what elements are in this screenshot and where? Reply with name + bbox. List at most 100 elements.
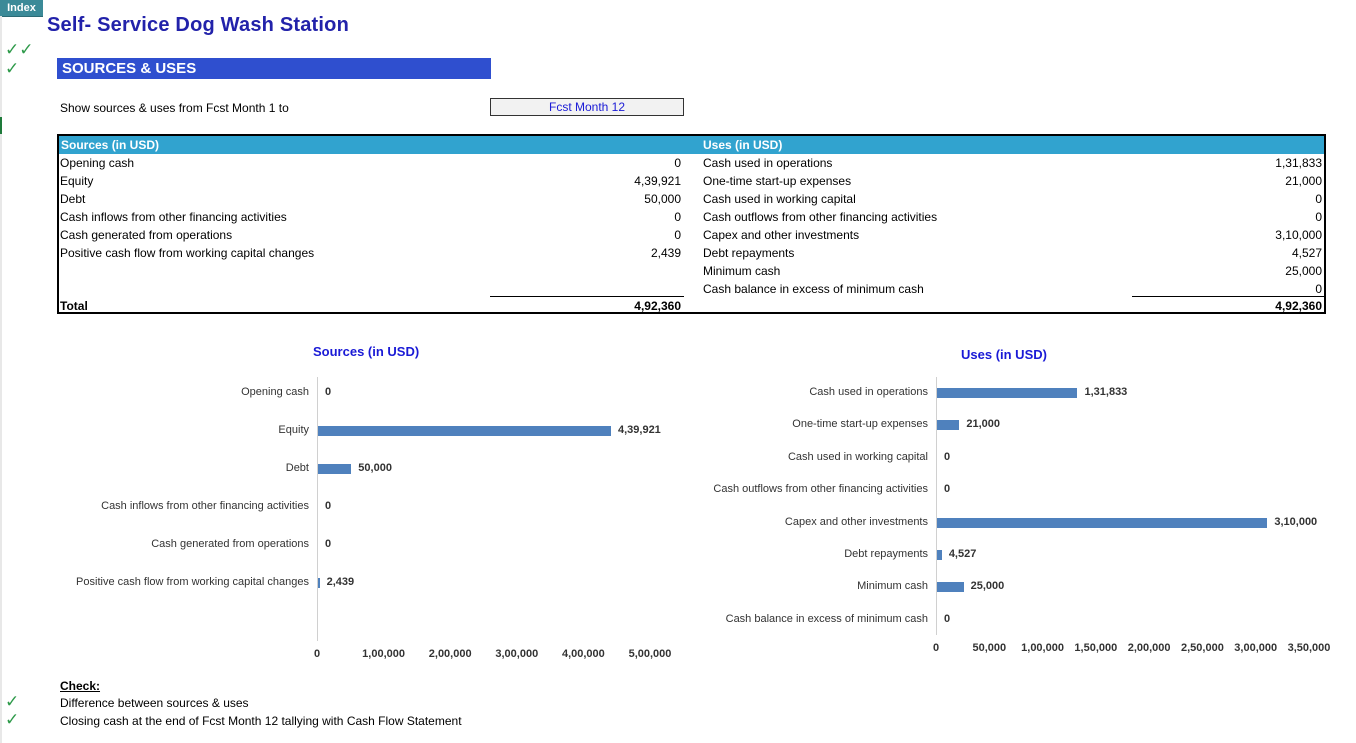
chart-category-label: Cash outflows from other financing activ… (713, 483, 928, 496)
table-row-use-label: One-time start-up expenses (703, 174, 852, 188)
chart-x-tick-label: 1,00,000 (362, 648, 405, 660)
chart-data-label: 0 (944, 483, 951, 496)
sources-total-rule (490, 296, 684, 297)
chart-data-label: 2,439 (326, 576, 355, 588)
table-row-use-label: Capex and other investments (703, 228, 860, 242)
chart-category-label: Capex and other investments (784, 515, 928, 528)
chart-bar (937, 388, 1078, 398)
check-difference-checkmark-icon: ✓ (5, 692, 20, 711)
chart-data-label: 21,000 (966, 418, 1001, 431)
table-row-use-value: 25,000 (1285, 264, 1322, 278)
forecast-month-select[interactable]: Fcst Month 12 (490, 98, 684, 116)
chart-x-tick-label: 50,000 (972, 642, 1007, 654)
chart-bar (937, 550, 942, 560)
check-difference-label: Difference between sources & uses (60, 696, 249, 710)
table-row-source-value: 0 (674, 210, 681, 224)
table-row-source-label: Positive cash flow from working capital … (60, 246, 315, 260)
table-row-source-value: 2,439 (650, 246, 681, 260)
table-row-source-value: 4,39,921 (634, 174, 681, 188)
chart-category-label: Minimum cash (857, 580, 928, 593)
table-header-row (59, 136, 1324, 154)
total-label: Total (60, 299, 88, 313)
sources-uses-table (57, 134, 1326, 314)
table-row-source-label: Opening cash (60, 156, 135, 170)
chart-data-label: 0 (944, 450, 951, 463)
chart-category-label: Debt (285, 462, 309, 474)
table-row-source-label: Equity (60, 174, 94, 188)
table-row-source-label: Cash inflows from other financing activi… (60, 210, 287, 224)
chart-x-tick-label: 2,00,000 (1127, 642, 1171, 654)
chart-category-label: One-time start-up expenses (792, 418, 928, 431)
chart-data-label: 3,10,000 (1274, 515, 1318, 528)
chart-bar (937, 420, 960, 431)
left-margin-marker (0, 117, 2, 134)
check-closing-cash-checkmark-icon: ✓ (5, 710, 20, 729)
section-header: SOURCES & USES (57, 58, 491, 79)
table-row-use-label: Cash outflows from other financing activ… (703, 210, 938, 224)
chart-x-tick-label: 0 (313, 648, 321, 660)
check-closing-cash-label: Closing cash at the end of Fcst Month 12… (60, 714, 462, 728)
table-row-use-value: 0 (1315, 282, 1322, 296)
chart-category-label: Equity (278, 424, 309, 436)
chart-x-tick-label: 5,00,000 (628, 648, 672, 660)
table-row-source-label: Debt (60, 192, 86, 206)
table-row-use-label: Debt repayments (703, 246, 795, 260)
chart-category-label: Positive cash flow from working capital … (76, 576, 309, 588)
sources-header: Sources (in USD) (61, 136, 160, 154)
table-row-use-value: 1,31,833 (1275, 156, 1322, 170)
chart-x-tick-label: 3,50,000 (1287, 642, 1331, 654)
checkmark-icon: ✓ (5, 59, 20, 78)
chart-category-label: Cash generated from operations (151, 538, 309, 550)
chart-bar (318, 578, 320, 588)
chart-data-label: 4,39,921 (617, 424, 661, 436)
sources-chart-title: Sources (in USD) (313, 344, 420, 359)
chart-category-label: Cash balance in excess of minimum cash (725, 612, 928, 625)
chart-category-label: Cash used in operations (809, 386, 928, 398)
chart-bar (318, 426, 611, 436)
chart-data-label: 25,000 (970, 580, 1005, 593)
chart-x-tick-label: 1,50,000 (1074, 642, 1118, 654)
chart-x-tick-label: 3,00,000 (1234, 642, 1278, 654)
left-margin-rule (0, 16, 2, 743)
index-button[interactable]: Index (0, 0, 43, 17)
chart-bar (318, 464, 352, 474)
table-row-use-label: Cash balance in excess of minimum cash (703, 282, 924, 296)
uses-total-rule (1132, 296, 1324, 297)
table-row-use-label: Minimum cash (703, 264, 781, 278)
page-title: Self- Service Dog Wash Station (47, 14, 349, 36)
chart-category-label: Debt repayments (844, 548, 928, 560)
chart-value-axis (936, 377, 937, 635)
table-row-use-label: Cash used in working capital (703, 192, 856, 206)
uses-total-value: 4,92,360 (1275, 299, 1322, 313)
chart-category-label: Cash inflows from other financing activi… (101, 500, 309, 512)
chart-data-label: 0 (325, 538, 332, 550)
chart-x-tick-label: 3,00,000 (495, 648, 539, 660)
chart-category-label: Opening cash (241, 386, 309, 398)
chart-x-tick-label: 2,50,000 (1181, 642, 1224, 654)
chart-bar (937, 517, 1268, 528)
table-row-source-value: 0 (674, 156, 681, 170)
chart-value-axis (317, 377, 318, 641)
chart-data-label: 4,527 (948, 548, 977, 560)
table-row-source-value: 0 (674, 228, 681, 242)
table-row-use-label: Cash used in operations (703, 156, 833, 170)
sources-total-value: 4,92,360 (634, 299, 681, 313)
chart-data-label: 50,000 (358, 462, 392, 474)
chart-data-label: 0 (325, 386, 332, 398)
uses-chart-title: Uses (in USD) (961, 347, 1047, 362)
table-row-use-value: 0 (1315, 192, 1322, 206)
table-row-use-value: 0 (1315, 210, 1322, 224)
chart-data-label: 1,31,833 (1084, 386, 1128, 398)
chart-category-label: Cash used in working capital (787, 450, 928, 463)
show-range-label: Show sources & uses from Fcst Month 1 to (60, 101, 289, 115)
chart-x-tick-label: 0 (932, 642, 940, 654)
chart-data-label: 0 (944, 612, 951, 625)
table-row-use-value: 21,000 (1285, 174, 1322, 188)
chart-x-tick-label: 1,00,000 (1021, 642, 1064, 654)
table-row-source-label: Cash generated from operations (60, 228, 233, 242)
table-row-use-value: 4,527 (1291, 246, 1322, 260)
table-row-source-value: 50,000 (644, 192, 681, 206)
check-heading: Check: (60, 679, 101, 693)
chart-data-label: 0 (325, 500, 332, 512)
double-checkmark-icon: ✓✓ (5, 40, 34, 59)
